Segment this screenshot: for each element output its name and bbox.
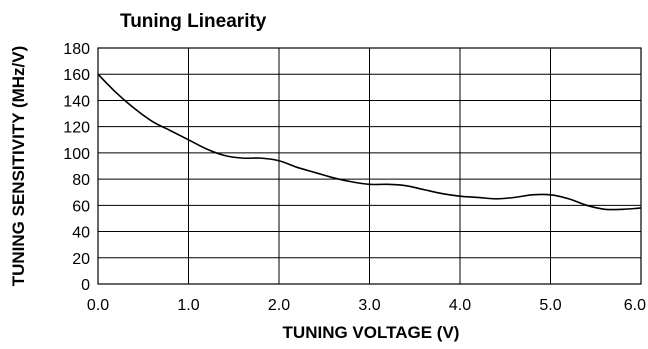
- y-tick-label: 60: [72, 198, 90, 215]
- series-line-0: [97, 73, 642, 211]
- gridlines: [98, 48, 641, 284]
- y-tick-label: 180: [63, 41, 90, 58]
- x-tick-label: 0.0: [87, 297, 109, 314]
- chart-title: Tuning Linearity: [120, 11, 267, 32]
- x-tick-label: 6.0: [624, 297, 646, 314]
- y-tick-label: 20: [72, 251, 90, 268]
- x-tick-label: 1.0: [177, 297, 199, 314]
- y-tick-label: 0: [81, 277, 90, 294]
- y-tick-label: 40: [72, 225, 90, 242]
- y-axis-label: TUNING SENSITIVITY (MHz/V): [9, 46, 28, 287]
- y-tick-label: 80: [72, 172, 90, 189]
- x-tick-label: 5.0: [539, 297, 561, 314]
- y-tick-label: 160: [63, 67, 90, 84]
- y-tick-label: 140: [63, 93, 90, 110]
- x-tick-label: 3.0: [358, 297, 380, 314]
- y-tick-label: 120: [63, 120, 90, 137]
- x-axis-label: TUNING VOLTAGE (V): [283, 323, 460, 342]
- series-layer: [97, 73, 642, 211]
- tick-labels: 0 20 40 60 80 100 120 140 160 180 0.0 1.0 2.0 3.0 4.0 5…: [63, 41, 646, 314]
- y-tick-label: 100: [63, 146, 90, 163]
- plot-frame: [97, 47, 642, 285]
- x-tick-label: 2.0: [268, 297, 290, 314]
- x-tick-label: 4.0: [449, 297, 471, 314]
